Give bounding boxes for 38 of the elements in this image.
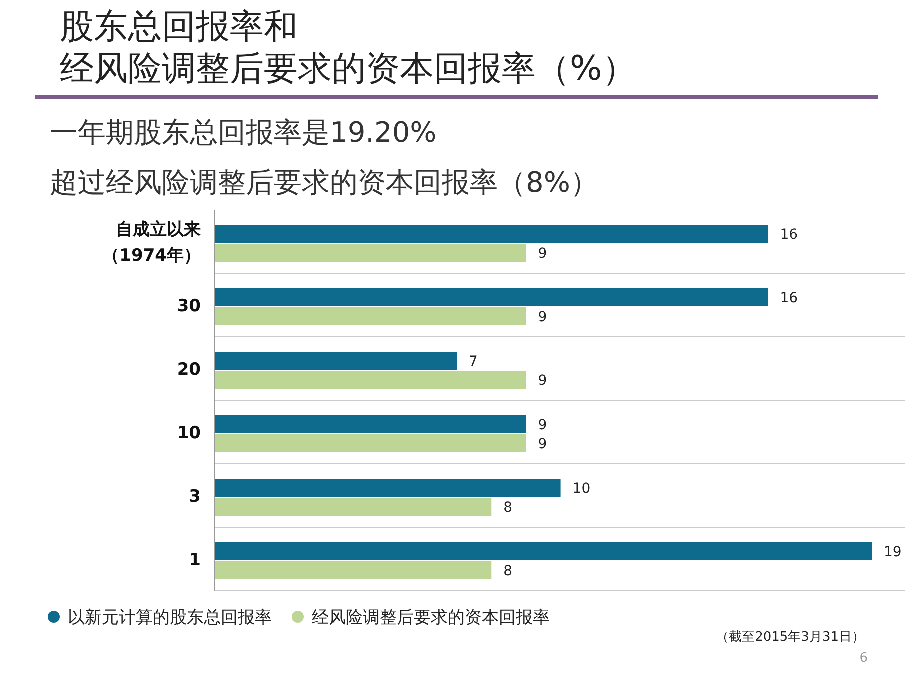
- text: 一年期股东总回报率是19.20%: [50, 116, 437, 149]
- data-label: 9: [538, 436, 548, 452]
- legend-label: 以新元计算的股东总回报率: [68, 608, 272, 628]
- bar: [215, 288, 768, 306]
- bar: [215, 479, 561, 497]
- bar: [215, 498, 492, 516]
- data-label: 10: [572, 481, 591, 497]
- bar: [215, 434, 526, 452]
- y-tick-label: 20: [177, 360, 202, 380]
- bar: [215, 225, 768, 243]
- y-tick-label: 10: [177, 423, 202, 444]
- bar: [215, 371, 526, 389]
- bar: [215, 244, 526, 262]
- legend-label: 经风险调整后要求的资本回报率: [312, 608, 550, 628]
- bar: [215, 562, 492, 580]
- data-label: 16: [780, 290, 798, 306]
- bar: [215, 308, 526, 326]
- y-tick-label: 自成立以来（1974年）: [102, 220, 201, 266]
- data-label: 8: [504, 564, 513, 580]
- data-label: 9: [538, 373, 548, 389]
- data-label: 9: [538, 418, 548, 434]
- bar: [215, 542, 872, 560]
- data-label: 7: [469, 354, 478, 370]
- data-label: 19: [884, 544, 902, 560]
- bar: [215, 416, 526, 434]
- data-label: 9: [538, 310, 548, 326]
- data-label: 16: [780, 227, 798, 243]
- text: 6: [860, 651, 868, 666]
- data-label: 8: [504, 500, 513, 516]
- text: （截至2015年3月31日）: [716, 630, 865, 645]
- chart-title: 股东总回报率和: [60, 7, 298, 47]
- bar: [215, 352, 458, 370]
- chart-subtitle: 经风险调整后要求的资本回报率（%）: [60, 49, 636, 89]
- y-tick-label: 30: [177, 296, 202, 316]
- y-tick-label: 3: [189, 486, 201, 507]
- y-tick-label: 1: [189, 550, 201, 570]
- text: 超过经风险调整后要求的资本回报率（8%）: [50, 166, 598, 199]
- data-label: 9: [538, 246, 548, 262]
